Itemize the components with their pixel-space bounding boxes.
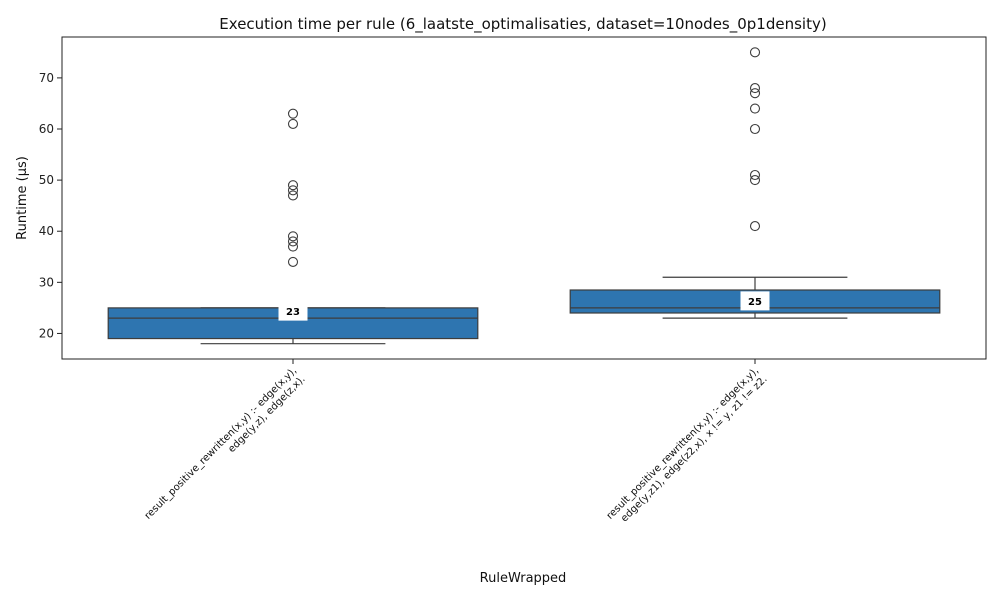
outlier-point [749,169,761,181]
outlier-point [287,241,299,252]
outlier-point [287,231,299,242]
y-axis: 20 30 40 50 60 70 [39,71,62,340]
outlier-point [287,185,299,196]
outlier-point [287,256,299,267]
outlier-point [749,221,761,232]
outlier-point [749,47,761,58]
x-tick-label-line: edge(y,z1), edge(z2,x), x != y, z1 != z2… [619,374,769,524]
outlier-point [749,175,761,186]
x-axis-label: RuleWrapped [480,571,567,586]
y-tick-label: 20 [39,326,54,340]
x-tick-label-line: result_positive_rewritten(x,y) :- edge(x… [143,365,299,521]
chart-title: Execution time per rule (6_laatste_optim… [219,15,826,34]
outlier-point [287,190,299,201]
median-label-bg [740,291,770,311]
outlier-point [749,83,761,94]
outlier-point [287,180,299,191]
box-series: 23 25 [107,47,941,345]
y-tick-label: 40 [39,224,54,238]
x-tick-label-line: edge(y,z), edge(z,x). [226,374,307,455]
x-tick-label: result_positive_rewritten(x,y) :- edge(x… [143,365,308,530]
y-tick-label: 50 [39,173,54,187]
x-tick-label: result_positive_rewritten(x,y) :- edge(x… [605,365,770,530]
y-tick-label: 30 [39,275,54,289]
median-label-bg [278,301,308,321]
median-label: 25 [748,297,762,308]
box-group: 23 [107,108,479,345]
plot-area-frame [61,36,987,360]
box-group: 25 [569,47,941,319]
x-tick-label-line: result_positive_rewritten(x,y) :- edge(x… [605,365,761,521]
outlier-point [749,103,761,114]
y-tick-label: 60 [39,122,54,136]
outlier-point [749,123,761,135]
outlier-point [749,88,761,99]
median-label: 23 [286,307,300,318]
outlier-point [287,108,299,119]
x-axis: result_positive_rewritten(x,y) :- edge(x… [143,359,770,530]
y-tick-label: 70 [39,71,54,85]
outlier-point [287,118,299,129]
outlier-point [287,236,299,247]
y-axis-label: Runtime (µs) [15,156,30,240]
